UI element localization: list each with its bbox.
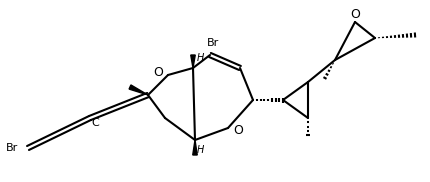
Text: O: O (153, 66, 163, 80)
Polygon shape (193, 140, 197, 155)
Text: Br: Br (6, 143, 18, 153)
Text: O: O (350, 7, 360, 21)
Text: O: O (233, 124, 243, 136)
Text: H: H (197, 145, 204, 155)
Text: H: H (197, 53, 204, 63)
Polygon shape (129, 85, 148, 95)
Text: C: C (91, 118, 99, 128)
Text: Br: Br (207, 38, 219, 48)
Polygon shape (191, 55, 195, 68)
